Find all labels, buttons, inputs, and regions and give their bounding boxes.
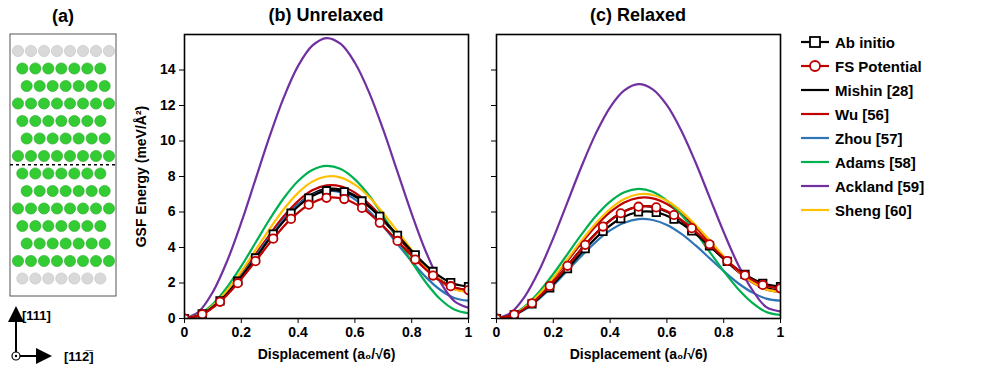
svg-text:0.4: 0.4 <box>600 324 620 340</box>
html-text:Sheng [60]: Sheng [60] <box>835 201 912 219</box>
svg-text:0.4: 0.4 <box>288 324 308 340</box>
svg-text:0.6: 0.6 <box>657 324 677 340</box>
svg-text:0.8: 0.8 <box>402 324 422 340</box>
svg-text:0: 0 <box>493 324 501 340</box>
svg-text:Displacement (a₀/√6): Displacement (a₀/√6) <box>258 346 396 362</box>
svg-text:12: 12 <box>160 97 176 113</box>
svg-text:1: 1 <box>777 324 785 340</box>
html-text:(c) Relaxed: (c) Relaxed <box>590 5 686 25</box>
svg-text:14: 14 <box>160 61 176 77</box>
svg-text:2: 2 <box>168 274 176 290</box>
svg-text:0: 0 <box>181 324 189 340</box>
svg-text:10: 10 <box>160 132 176 148</box>
svg-text:GSF Energy (meV/Å²): GSF Energy (meV/Å²) <box>133 106 149 248</box>
svg-text:Displacement (a₀/√6): Displacement (a₀/√6) <box>570 346 708 362</box>
html-text:(b) Unrelaxed: (b) Unrelaxed <box>268 5 384 25</box>
svg-text:0.8: 0.8 <box>714 324 734 340</box>
svg-text:(a): (a) <box>52 6 74 26</box>
svg-text:1: 1 <box>465 324 473 340</box>
svg-text:0.2: 0.2 <box>232 324 252 340</box>
html-text:FS Potential: FS Potential <box>835 57 922 75</box>
html-text:Ackland [59]: Ackland [59] <box>835 177 925 195</box>
svg-text:6: 6 <box>168 203 176 219</box>
html-text:Zhou [57]: Zhou [57] <box>835 129 903 147</box>
svg-text:0.6: 0.6 <box>345 324 365 340</box>
svg-text:0: 0 <box>168 310 176 326</box>
svg-text:[111]: [111] <box>22 308 51 323</box>
html-text:Adams [58]: Adams [58] <box>835 153 916 171</box>
html-text:Wu [56]: Wu [56] <box>835 105 889 123</box>
svg-text:[112̅]: [112̅] <box>64 349 94 364</box>
html-text:Ab initio: Ab initio <box>835 33 895 51</box>
svg-text:0.2: 0.2 <box>544 324 564 340</box>
svg-text:8: 8 <box>168 168 176 184</box>
html-text:Mishin [28]: Mishin [28] <box>835 81 914 99</box>
svg-text:4: 4 <box>168 239 176 255</box>
